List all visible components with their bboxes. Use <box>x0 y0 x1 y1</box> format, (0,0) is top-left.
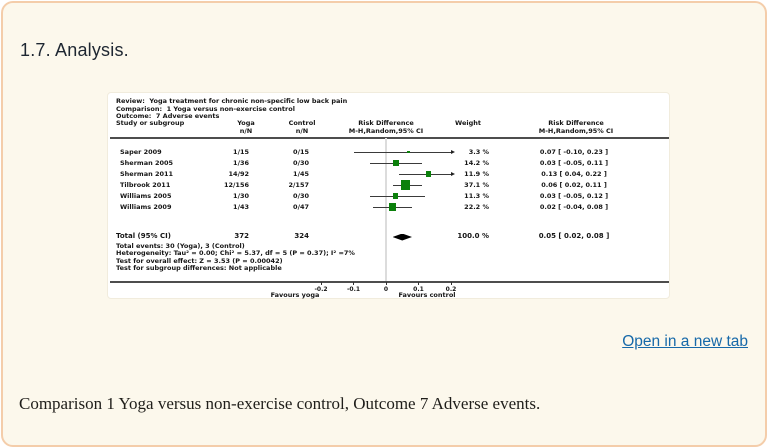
plot-meta-outcome: Outcome: 7 Adverse events <box>116 112 220 120</box>
ci-line <box>399 173 451 175</box>
col-header-yoga-nn: n/N <box>239 127 253 135</box>
study-control-n: 2/157 <box>288 181 309 189</box>
col-header-effect-sub: M-H,Random,95% CI <box>538 127 614 135</box>
axis-tick-label: 0.1 <box>413 285 424 293</box>
study-effect: 0.03 [ -0.05, 0.11 ] <box>539 159 609 167</box>
total-effect: 0.05 [ 0.02, 0.08 ] <box>538 232 610 240</box>
effect-square <box>393 193 399 199</box>
study-yoga-n: 1/43 <box>233 203 249 211</box>
total-label: Total (95% CI) <box>116 232 171 240</box>
study-name: Williams 2009 <box>120 203 172 211</box>
col-header-control-nn: n/N <box>295 127 309 135</box>
axis-tick-label: -0.2 <box>314 285 328 293</box>
plot-footnote: Test for overall effect: Z = 3.53 (P = 0… <box>116 256 283 265</box>
total-yoga-n: 372 <box>234 232 249 240</box>
forest-plot-figure: Review: Yoga treatment for chronic non-s… <box>107 92 670 299</box>
study-control-n: 0/47 <box>293 203 309 211</box>
axis-tick-label: 0 <box>383 285 389 293</box>
plot-meta-comparison: Comparison: 1 Yoga versus non-exercise c… <box>116 104 295 113</box>
study-name: Saper 2009 <box>120 148 162 156</box>
axis-tick-label: -0.1 <box>346 285 361 293</box>
total-control-n: 324 <box>294 232 309 240</box>
section-heading: 1.7. Analysis. <box>20 40 129 60</box>
col-header-yoga: Yoga <box>237 119 255 127</box>
ci-arrow-right <box>451 171 455 176</box>
study-weight: 11.9 % <box>464 170 489 178</box>
ci-line <box>353 151 451 153</box>
study-yoga-n: 1/36 <box>233 159 249 167</box>
study-effect: 0.06 [ 0.02, 0.11 ] <box>541 181 607 189</box>
plot-footnote: Test for subgroup differences: Not appli… <box>116 264 282 272</box>
open-new-tab-link[interactable]: Open in a new tab <box>622 333 748 350</box>
study-effect: 0.02 [ -0.04, 0.08 ] <box>539 203 609 211</box>
study-name: Williams 2005 <box>120 192 172 200</box>
col-header-weight: Weight <box>455 119 481 127</box>
study-weight: 11.3 % <box>464 192 489 200</box>
study-yoga-n: 12/156 <box>224 181 249 189</box>
effect-square <box>425 171 431 177</box>
axis-tick <box>418 282 419 285</box>
study-weight: 3.3 % <box>468 148 489 156</box>
study-effect: 0.03 [ -0.05, 0.12 ] <box>539 192 609 200</box>
col-header-graph-sub: M-H,Random,95% CI <box>348 127 424 135</box>
effect-square <box>400 180 411 190</box>
axis-tick <box>450 282 452 285</box>
study-control-n: 0/30 <box>293 192 309 200</box>
study-control-n: 1/45 <box>293 170 309 178</box>
total-diamond <box>392 233 412 241</box>
study-weight: 37.1 % <box>464 181 489 189</box>
study-effect: 0.13 [ 0.04, 0.22 ] <box>541 170 607 178</box>
study-yoga-n: 14/92 <box>228 170 249 178</box>
col-header-graph-title: Risk Difference <box>358 119 414 127</box>
study-effect: 0.07 [ -0.10, 0.23 ] <box>539 148 609 156</box>
effect-square <box>392 160 399 166</box>
col-header-effect-title: Risk Difference <box>548 119 604 127</box>
header-rule <box>110 137 669 139</box>
study-yoga-n: 1/15 <box>233 148 249 156</box>
effect-square <box>407 150 411 154</box>
study-weight: 22.2 % <box>464 203 489 211</box>
axis-tick <box>353 282 354 285</box>
study-weight: 14.2 % <box>464 159 489 167</box>
axis-tick <box>385 282 387 285</box>
study-control-n: 0/15 <box>293 148 309 156</box>
axis-left-label: Favours yoga <box>270 291 320 299</box>
axis-right-label: Favours control <box>398 291 456 299</box>
ci-arrow-right <box>451 149 455 154</box>
plot-footnote: Total events: 30 (Yoga), 3 (Control) <box>116 241 245 250</box>
effect-square <box>388 203 397 211</box>
study-yoga-n: 1/30 <box>233 192 249 200</box>
axis-tick <box>320 282 322 285</box>
study-name: Sherman 2011 <box>120 170 174 178</box>
bottom-rule <box>110 281 669 283</box>
axis-tick-label: 0.2 <box>445 285 457 293</box>
study-name: Tilbrook 2011 <box>120 181 171 189</box>
figure-caption: Comparison 1 Yoga versus non-exercise co… <box>19 394 541 413</box>
col-header-study: Study or subgroup <box>116 119 185 127</box>
zero-line <box>385 138 387 281</box>
plot-meta-review: Review: Yoga treatment for chronic non-s… <box>116 97 348 105</box>
study-control-n: 0/30 <box>293 159 309 167</box>
plot-footnote: Heterogeneity: Tau² = 0.00; Chi² = 5.37,… <box>116 249 355 257</box>
total-weight: 100.0 % <box>457 232 489 240</box>
col-header-control: Control <box>288 119 316 127</box>
study-name: Sherman 2005 <box>120 159 174 167</box>
